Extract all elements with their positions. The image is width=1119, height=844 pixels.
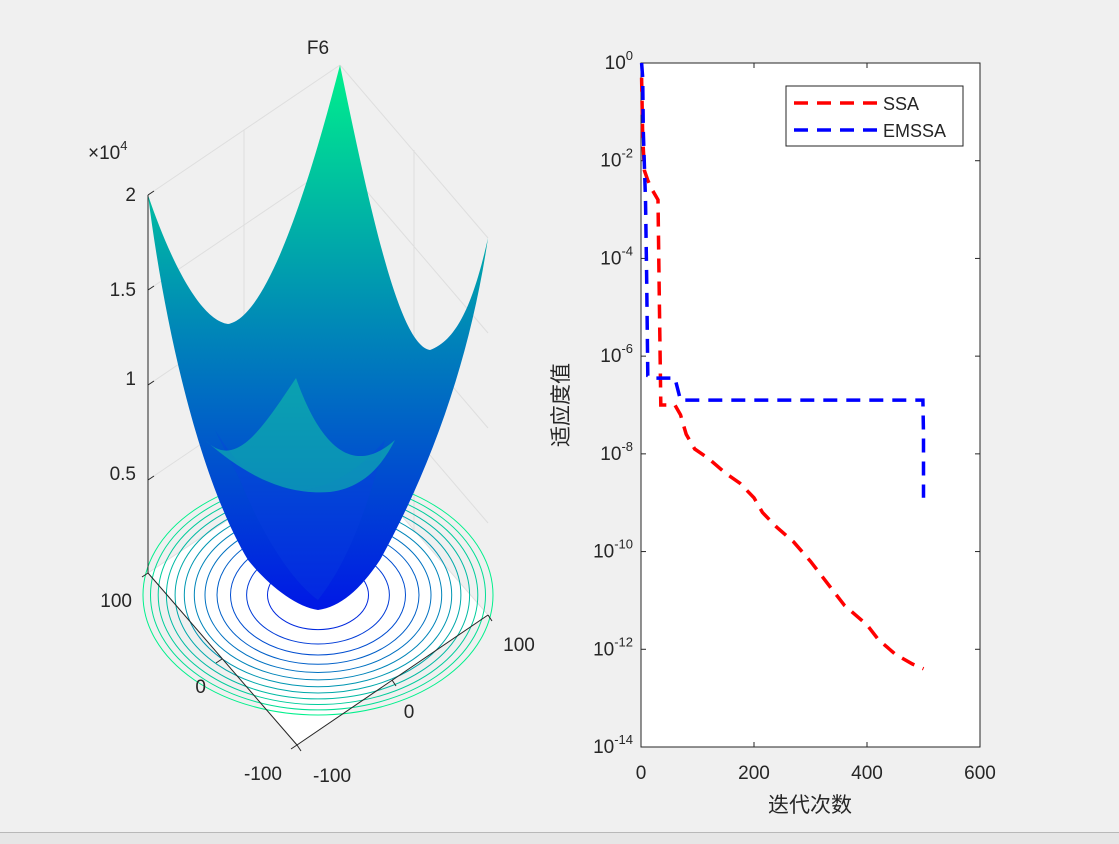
z-tick-label: 1.5 — [110, 280, 136, 301]
y-tick-label: 100 — [605, 48, 633, 74]
y-tick-label: 10-2 — [600, 146, 633, 172]
z-exponent-label: ×104 — [88, 138, 127, 164]
surface-mesh — [148, 65, 488, 610]
y-tick-label: 0 — [404, 702, 415, 723]
legend-emssa-label: EMSSA — [883, 121, 946, 141]
series-line-ssa — [639, 77, 925, 671]
x-axis-label: 迭代次数 — [768, 793, 852, 817]
x-tick-label: 400 — [851, 763, 883, 784]
z-tick-label: 2 — [125, 185, 136, 206]
series-group — [639, 62, 926, 671]
y-tick-label: 10-14 — [593, 732, 633, 758]
y-tick-label: 10-10 — [593, 537, 633, 563]
x-tick-label: 0 — [195, 677, 206, 698]
x-tick-label: 0 — [636, 763, 647, 784]
x-tick-label: -100 — [244, 764, 282, 785]
legend-ssa-label: SSA — [883, 94, 919, 114]
y-axis-label: 适应度值 — [549, 363, 573, 447]
surface-front-peak — [205, 378, 395, 493]
y-tick-label: 10-4 — [600, 243, 633, 269]
surface-front-ridge — [215, 430, 385, 600]
z-tick-label: 1 — [125, 369, 136, 390]
x-tick-label: 600 — [964, 763, 996, 784]
y-tick-label: 10-6 — [600, 341, 633, 367]
surface-plot: F6 ×104 2 1.5 1 0.5 100 0 -100 -100 0 10… — [88, 38, 535, 787]
x-axis-line — [147, 572, 298, 746]
legend: SSA EMSSA — [785, 85, 964, 147]
y-tick-label: 10-8 — [600, 439, 633, 465]
y-tick-label: 100 — [503, 635, 535, 656]
series-line-emssa — [639, 62, 926, 498]
z-tick-label: 0.5 — [110, 464, 136, 485]
y-tick-label: 10-12 — [593, 634, 633, 660]
legend-box — [785, 85, 964, 147]
x-tick-label: 100 — [100, 591, 132, 612]
y-tick-label: -100 — [313, 766, 351, 787]
window-bottom-edge — [0, 832, 1119, 844]
y-tick-labels: 100 10-2 10-4 10-6 10-8 10-10 10-12 10-14 — [593, 48, 633, 758]
convergence-plot: 100 10-2 10-4 10-6 10-8 10-10 10-12 10-14 0 200 4… — [549, 48, 996, 817]
surface-title: F6 — [307, 38, 329, 59]
plot-area — [640, 62, 981, 748]
x-tick-label: 200 — [738, 763, 770, 784]
x-tick-labels: 0 200 400 600 — [636, 763, 996, 784]
